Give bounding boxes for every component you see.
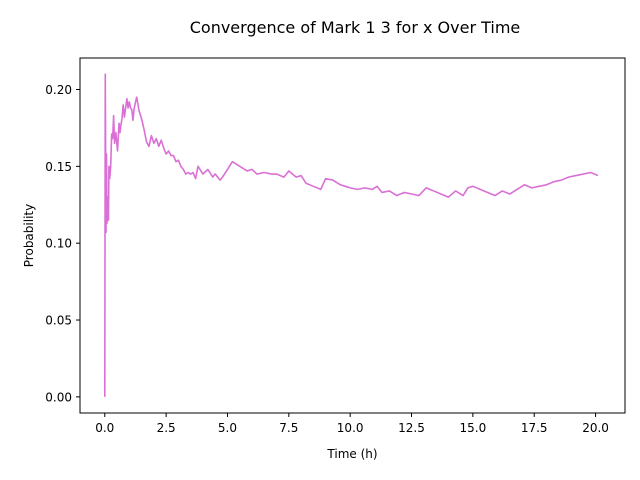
plot-frame	[79, 57, 626, 414]
y-axis: 0.00 0.05 0.10 0.15 0.20	[45, 83, 80, 404]
plot-area	[103, 73, 599, 397]
x-tick-label: 0.0	[95, 421, 114, 435]
x-tick-label: 15.0	[460, 421, 487, 435]
y-tick-label: 0.20	[45, 83, 72, 97]
y-tick-label: 0.15	[45, 160, 72, 174]
x-tick-label: 2.5	[157, 421, 176, 435]
x-tick-label: 5.0	[218, 421, 237, 435]
y-tick-label: 0.10	[45, 237, 72, 251]
y-tick-label: 0.00	[45, 390, 72, 404]
series-line-0	[103, 73, 599, 397]
y-axis-label: Probability	[22, 204, 36, 267]
x-tick-label: 20.0	[582, 421, 609, 435]
x-tick-label: 10.0	[337, 421, 364, 435]
y-tick-label: 0.05	[45, 314, 72, 328]
x-tick-label: 12.5	[398, 421, 425, 435]
x-tick-label: 7.5	[279, 421, 298, 435]
chart-title: Convergence of Mark 1 3 for x Over Time	[190, 18, 521, 37]
x-axis-label: Time (h)	[326, 447, 377, 461]
x-tick-label: 17.5	[521, 421, 548, 435]
x-axis: 0.0 2.5 5.0 7.5 10.0 12.5 15.0 17.5 20.0	[95, 413, 609, 435]
